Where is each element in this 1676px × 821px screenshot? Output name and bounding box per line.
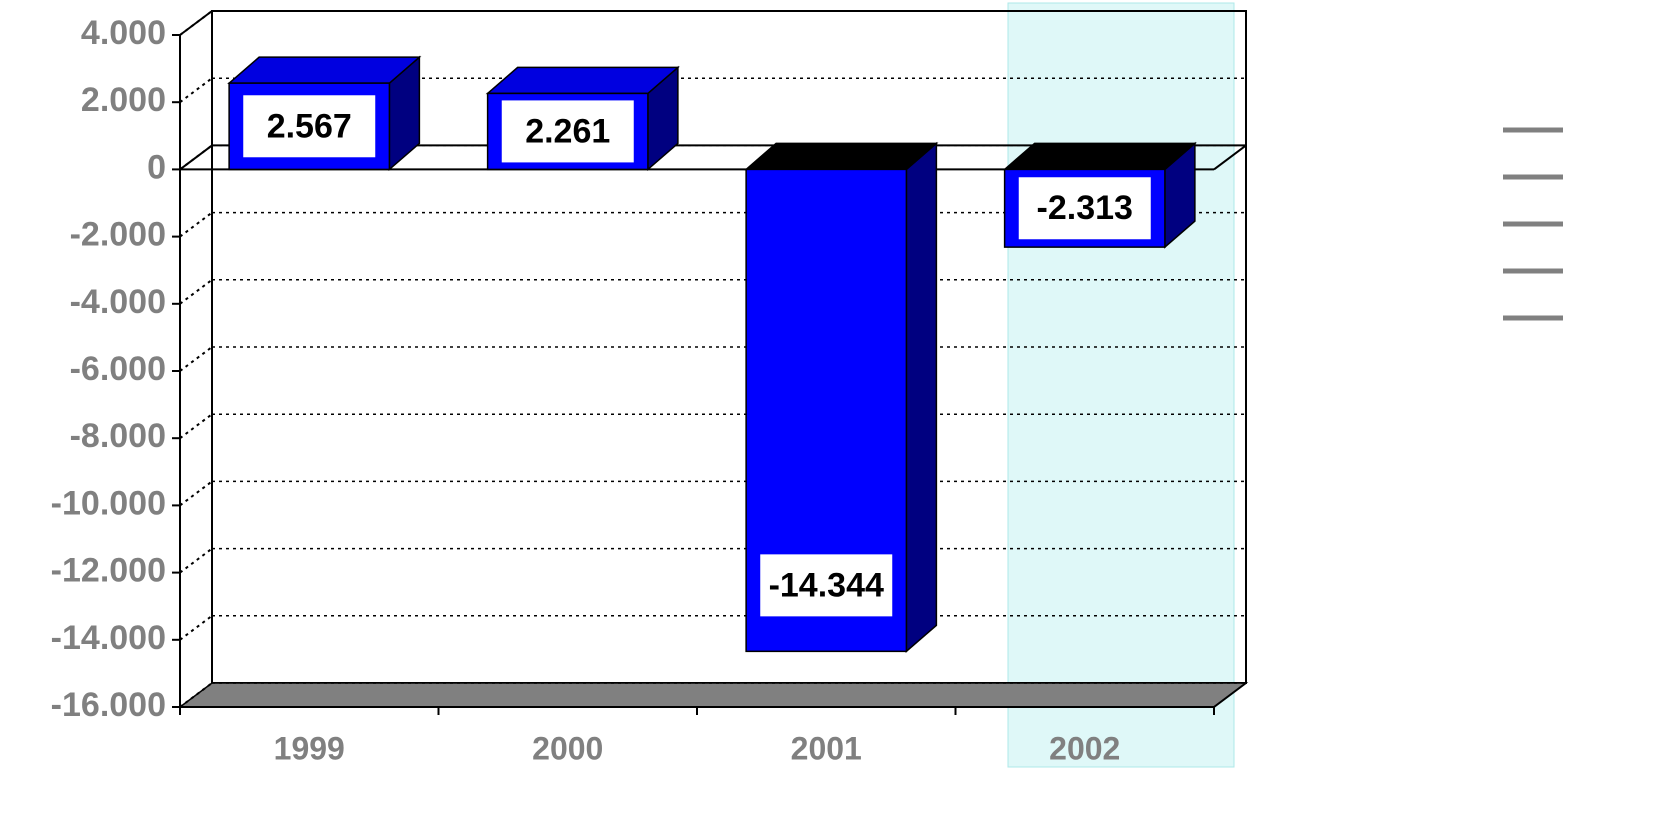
zero-line	[179, 144, 213, 171]
grid-line	[179, 77, 213, 103]
value-label: -2.313	[1037, 189, 1133, 227]
grid-line	[179, 614, 213, 641]
x-tick-label: 2000	[532, 730, 603, 766]
y-tick-label: 2.000	[81, 81, 166, 119]
x-tick-label: 1999	[274, 730, 345, 766]
value-label-box	[243, 95, 376, 158]
zero-line	[1213, 144, 1247, 171]
value-label-box	[501, 100, 634, 163]
value-label: -14.344	[769, 566, 884, 604]
bar-side	[905, 141, 938, 654]
value-label: 2.261	[525, 112, 610, 150]
y-tick-label: -16.000	[51, 686, 166, 724]
value-label-box	[760, 554, 893, 617]
highlight-band	[1007, 2, 1235, 768]
side-edge	[1213, 682, 1247, 708]
grid-line	[179, 278, 213, 305]
grid-line	[179, 346, 213, 372]
y-tick-label: -12.000	[51, 552, 166, 590]
y-tick-label: 0	[147, 148, 166, 186]
x-tick-label: 2001	[791, 730, 862, 766]
grid-line	[179, 211, 213, 238]
side-edge	[179, 10, 213, 36]
y-tick-label: -2.000	[70, 216, 166, 254]
legend	[1503, 127, 1563, 321]
floor	[177, 682, 1249, 708]
y-tick-label: -10.000	[51, 484, 166, 522]
y-tick-label: -4.000	[70, 283, 166, 321]
value-label: 2.567	[267, 107, 352, 145]
y-tick-label: 4.000	[81, 14, 166, 52]
x-tick-label: 2002	[1049, 730, 1120, 766]
y-tick-label: -8.000	[70, 417, 166, 455]
bar-top	[485, 66, 680, 95]
bar-top	[744, 142, 939, 171]
grid-line	[179, 547, 213, 574]
bar-top	[227, 56, 422, 84]
value-label-box	[1018, 177, 1151, 240]
y-tick-label: -14.000	[51, 619, 166, 657]
grid-line	[179, 480, 213, 507]
grid-line	[179, 413, 213, 440]
y-tick-label: -6.000	[70, 350, 166, 388]
bar-top	[1002, 142, 1197, 171]
